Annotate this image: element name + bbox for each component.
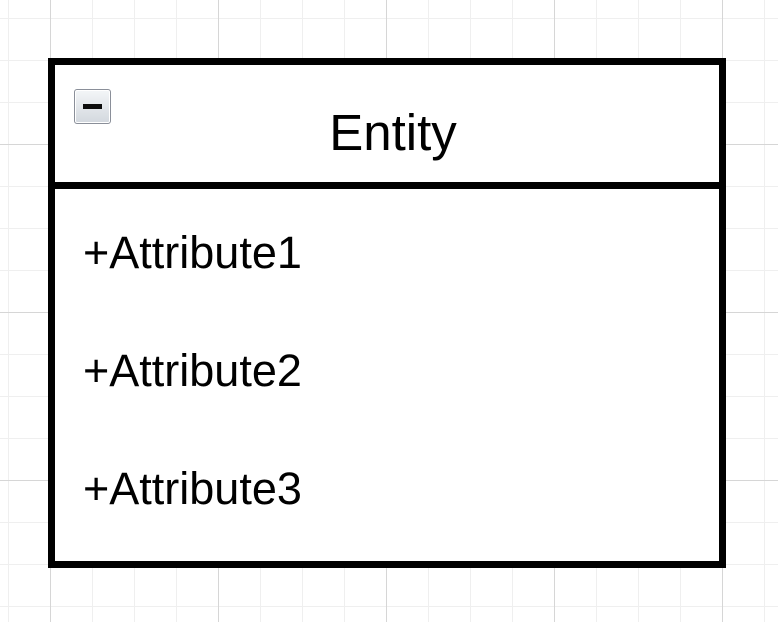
attribute-row[interactable]: +Attribute2: [83, 345, 302, 396]
entity-header[interactable]: Entity: [55, 65, 719, 189]
attribute-row[interactable]: +Attribute3: [83, 463, 302, 514]
entity-title[interactable]: Entity: [329, 104, 457, 161]
attribute-row[interactable]: +Attribute1: [83, 227, 302, 278]
minus-icon: [83, 104, 102, 109]
collapse-button[interactable]: [74, 89, 111, 124]
entity-shape[interactable]: Entity +Attribute1 +Attribute2 +Attribut…: [48, 58, 726, 568]
